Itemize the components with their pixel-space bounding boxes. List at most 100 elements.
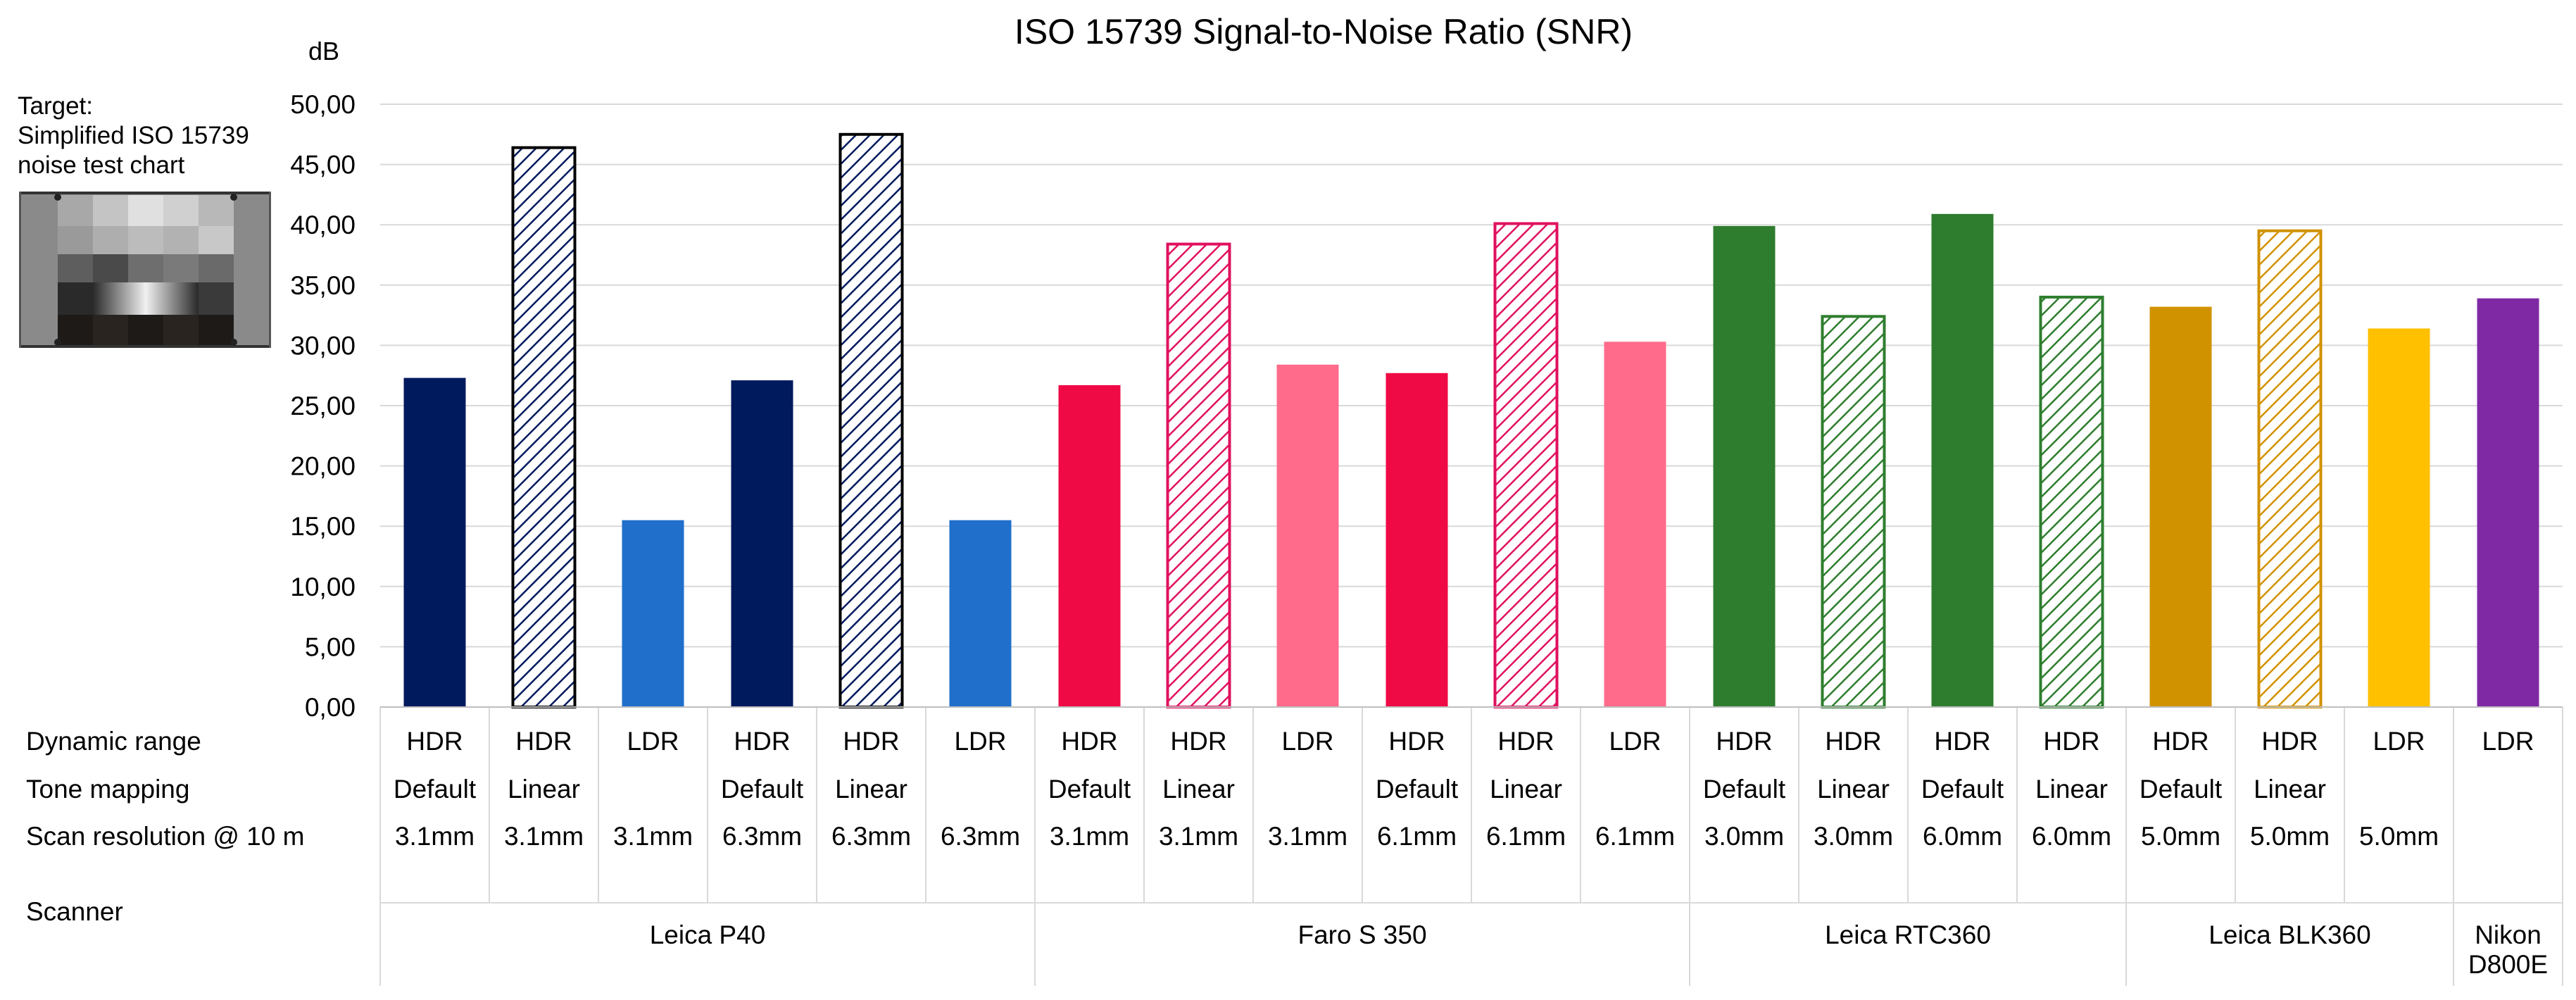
bar <box>1604 342 1666 707</box>
scan-resolution-cell: 6.1mm <box>1377 822 1457 851</box>
row-label-scanner: Scanner <box>26 897 123 926</box>
y-tick-label: 45,00 <box>290 151 356 180</box>
scan-resolution-cell: 3.0mm <box>1704 822 1784 851</box>
dynamic-range-cell: HDR <box>1825 727 1881 756</box>
bar <box>2368 328 2430 707</box>
dynamic-range-cell: HDR <box>1388 727 1445 756</box>
dynamic-range-cell: LDR <box>627 727 679 756</box>
dynamic-range-cell: HDR <box>843 727 899 756</box>
dynamic-range-cell: LDR <box>1609 727 1661 756</box>
scan-resolution-cell: 5.0mm <box>2141 822 2220 851</box>
bar <box>1493 222 1559 709</box>
bar <box>1386 373 1448 707</box>
y-tick-label: 35,00 <box>290 271 356 300</box>
dynamic-range-cell: LDR <box>2482 727 2534 756</box>
tone-mapping-cell: Default <box>1921 775 2004 804</box>
scanner-group-label: Faro S 350 <box>1298 920 1426 949</box>
bar <box>1058 385 1121 707</box>
bar <box>1931 213 1994 707</box>
tone-mapping-cell: Default <box>1703 775 1786 804</box>
dynamic-range-cell: HDR <box>2261 727 2318 756</box>
scan-resolution-cell: 6.3mm <box>722 822 802 851</box>
dynamic-range-cell: LDR <box>1281 727 1333 756</box>
y-tick-label: 40,00 <box>290 211 356 239</box>
dynamic-range-cell: HDR <box>1170 727 1226 756</box>
dynamic-range-cell: HDR <box>2043 727 2099 756</box>
scan-resolution-cell: 3.1mm <box>613 822 693 851</box>
row-label-dynamic-range: Dynamic range <box>26 727 201 756</box>
tone-mapping-cell: Linear <box>1817 775 1890 804</box>
y-tick-label: 30,00 <box>290 331 356 360</box>
bar <box>622 520 684 707</box>
tone-mapping-cell: Default <box>1048 775 1131 804</box>
target-label-line-3: noise test chart <box>18 151 185 179</box>
scan-resolution-cell: 6.3mm <box>831 822 911 851</box>
scan-resolution-cell: 3.0mm <box>1814 822 1893 851</box>
tone-mapping-cell: Linear <box>508 775 580 804</box>
y-tick-label: 20,00 <box>290 452 356 481</box>
bar <box>403 377 466 707</box>
dynamic-range-cell: HDR <box>1934 727 1990 756</box>
scan-resolution-cell: 3.1mm <box>504 822 584 851</box>
dynamic-range-cell: HDR <box>2152 727 2209 756</box>
scan-resolution-cell: 3.1mm <box>395 822 475 851</box>
tone-mapping-cell: Default <box>394 775 477 804</box>
tone-mapping-cell: Default <box>2140 775 2223 804</box>
y-tick-label: 5,00 <box>305 632 356 661</box>
scan-resolution-cell: 5.0mm <box>2359 822 2439 851</box>
dynamic-range-cell: HDR <box>1497 727 1554 756</box>
scanner-group-label: Nikon <box>2475 920 2542 949</box>
scan-resolution-cell: 6.3mm <box>941 822 1020 851</box>
scanner-group-label: Leica RTC360 <box>1825 920 1991 949</box>
scan-resolution-cell: 6.0mm <box>2032 822 2111 851</box>
bar <box>1821 315 1886 708</box>
y-tick-label: 50,00 <box>290 90 356 119</box>
target-label-line-2: Simplified ISO 15739 <box>18 122 249 149</box>
y-tick-label: 25,00 <box>290 392 356 420</box>
y-axis-unit: dB <box>308 37 339 65</box>
dynamic-range-cell: HDR <box>515 727 572 756</box>
tone-mapping-cell: Linear <box>2254 775 2326 804</box>
tone-mapping-cell: Linear <box>1162 775 1235 804</box>
y-tick-label: 15,00 <box>290 512 356 541</box>
tone-mapping-cell: Linear <box>1490 775 1562 804</box>
target-caption: Target: Simplified ISO 15739 noise test … <box>18 92 285 180</box>
tone-mapping-cell: Default <box>721 775 804 804</box>
dynamic-range-cell: LDR <box>954 727 1006 756</box>
tone-mapping-cell: Linear <box>2035 775 2108 804</box>
bar <box>1276 364 1339 707</box>
scan-resolution-cell: 6.1mm <box>1486 822 1566 851</box>
bar <box>2149 306 2212 708</box>
y-tick-label: 10,00 <box>290 573 356 601</box>
dynamic-range-cell: HDR <box>1716 727 1772 756</box>
bar <box>2039 295 2104 709</box>
dynamic-range-cell: HDR <box>734 727 790 756</box>
tone-mapping-cell: Linear <box>835 775 907 804</box>
bar <box>731 380 793 707</box>
tone-mapping-cell: Default <box>1376 775 1459 804</box>
scan-resolution-cell: 3.1mm <box>1159 822 1238 851</box>
bar <box>949 520 1012 707</box>
scanner-group-label: Leica BLK360 <box>2209 920 2370 949</box>
dynamic-range-cell: HDR <box>406 727 463 756</box>
bar <box>1713 225 1776 707</box>
scan-resolution-cell: 5.0mm <box>2250 822 2330 851</box>
scan-resolution-cell: 6.1mm <box>1595 822 1675 851</box>
chart-title: ISO 15739 Signal-to-Noise Ratio (SNR) <box>1014 12 1633 51</box>
bar <box>838 132 904 709</box>
row-label-scan-resolution: Scan resolution @ 10 m <box>26 822 304 851</box>
scan-resolution-cell: 3.1mm <box>1268 822 1347 851</box>
target-label-line-1: Target: <box>18 92 93 120</box>
scan-resolution-cell: 6.0mm <box>1923 822 2002 851</box>
bar <box>511 146 577 708</box>
scanner-group-label: D800E <box>2468 950 2548 979</box>
noise-test-chart-image <box>19 192 271 348</box>
bar <box>2257 229 2323 708</box>
scan-resolution-cell: 3.1mm <box>1050 822 1129 851</box>
bar <box>1166 242 1231 709</box>
scanner-group-label: Leica P40 <box>650 920 766 949</box>
y-tick-label: 0,00 <box>305 693 356 722</box>
dynamic-range-cell: HDR <box>1061 727 1117 756</box>
dynamic-range-cell: LDR <box>2373 727 2425 756</box>
